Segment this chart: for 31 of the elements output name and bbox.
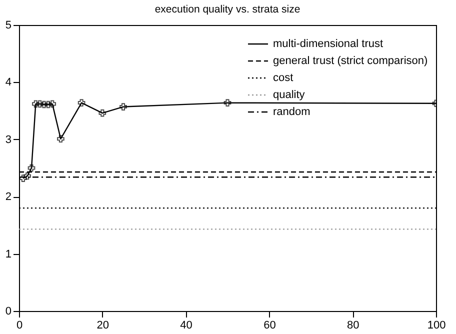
y-tick-label: 3: [5, 134, 12, 146]
point: [120, 103, 127, 110]
x-tick-label: 60: [264, 320, 276, 332]
point: [40, 100, 48, 108]
y-tick-label: 2: [5, 191, 12, 204]
point: [20, 174, 27, 182]
y-tick-label: 5: [5, 20, 12, 32]
y-tick-label: 4: [5, 76, 12, 89]
point: [78, 99, 86, 106]
y-tick-label: 1: [5, 248, 12, 260]
legend-label: cost: [273, 72, 294, 84]
point: [28, 164, 36, 172]
legend-label: random: [273, 106, 310, 118]
y-tick-label: 0: [5, 306, 12, 318]
point: [57, 135, 64, 142]
x-tick-label: 40: [180, 320, 192, 332]
point: [36, 100, 44, 108]
point: [44, 100, 52, 108]
legend-label: general trust (strict comparison): [273, 55, 428, 67]
point: [32, 100, 40, 108]
point: [98, 109, 106, 117]
point: [48, 100, 56, 108]
legend-label: multi-dimensional trust: [273, 38, 384, 50]
x-tick-label: 80: [346, 320, 360, 332]
point: [24, 172, 31, 180]
point: [224, 99, 232, 106]
legend-label: quality: [273, 89, 306, 101]
x-tick-label: 20: [96, 320, 110, 332]
x-tick-label: 100: [427, 320, 446, 332]
x-tick-label: 0: [16, 320, 23, 332]
chart-title: execution quality vs. strata size: [154, 4, 300, 16]
